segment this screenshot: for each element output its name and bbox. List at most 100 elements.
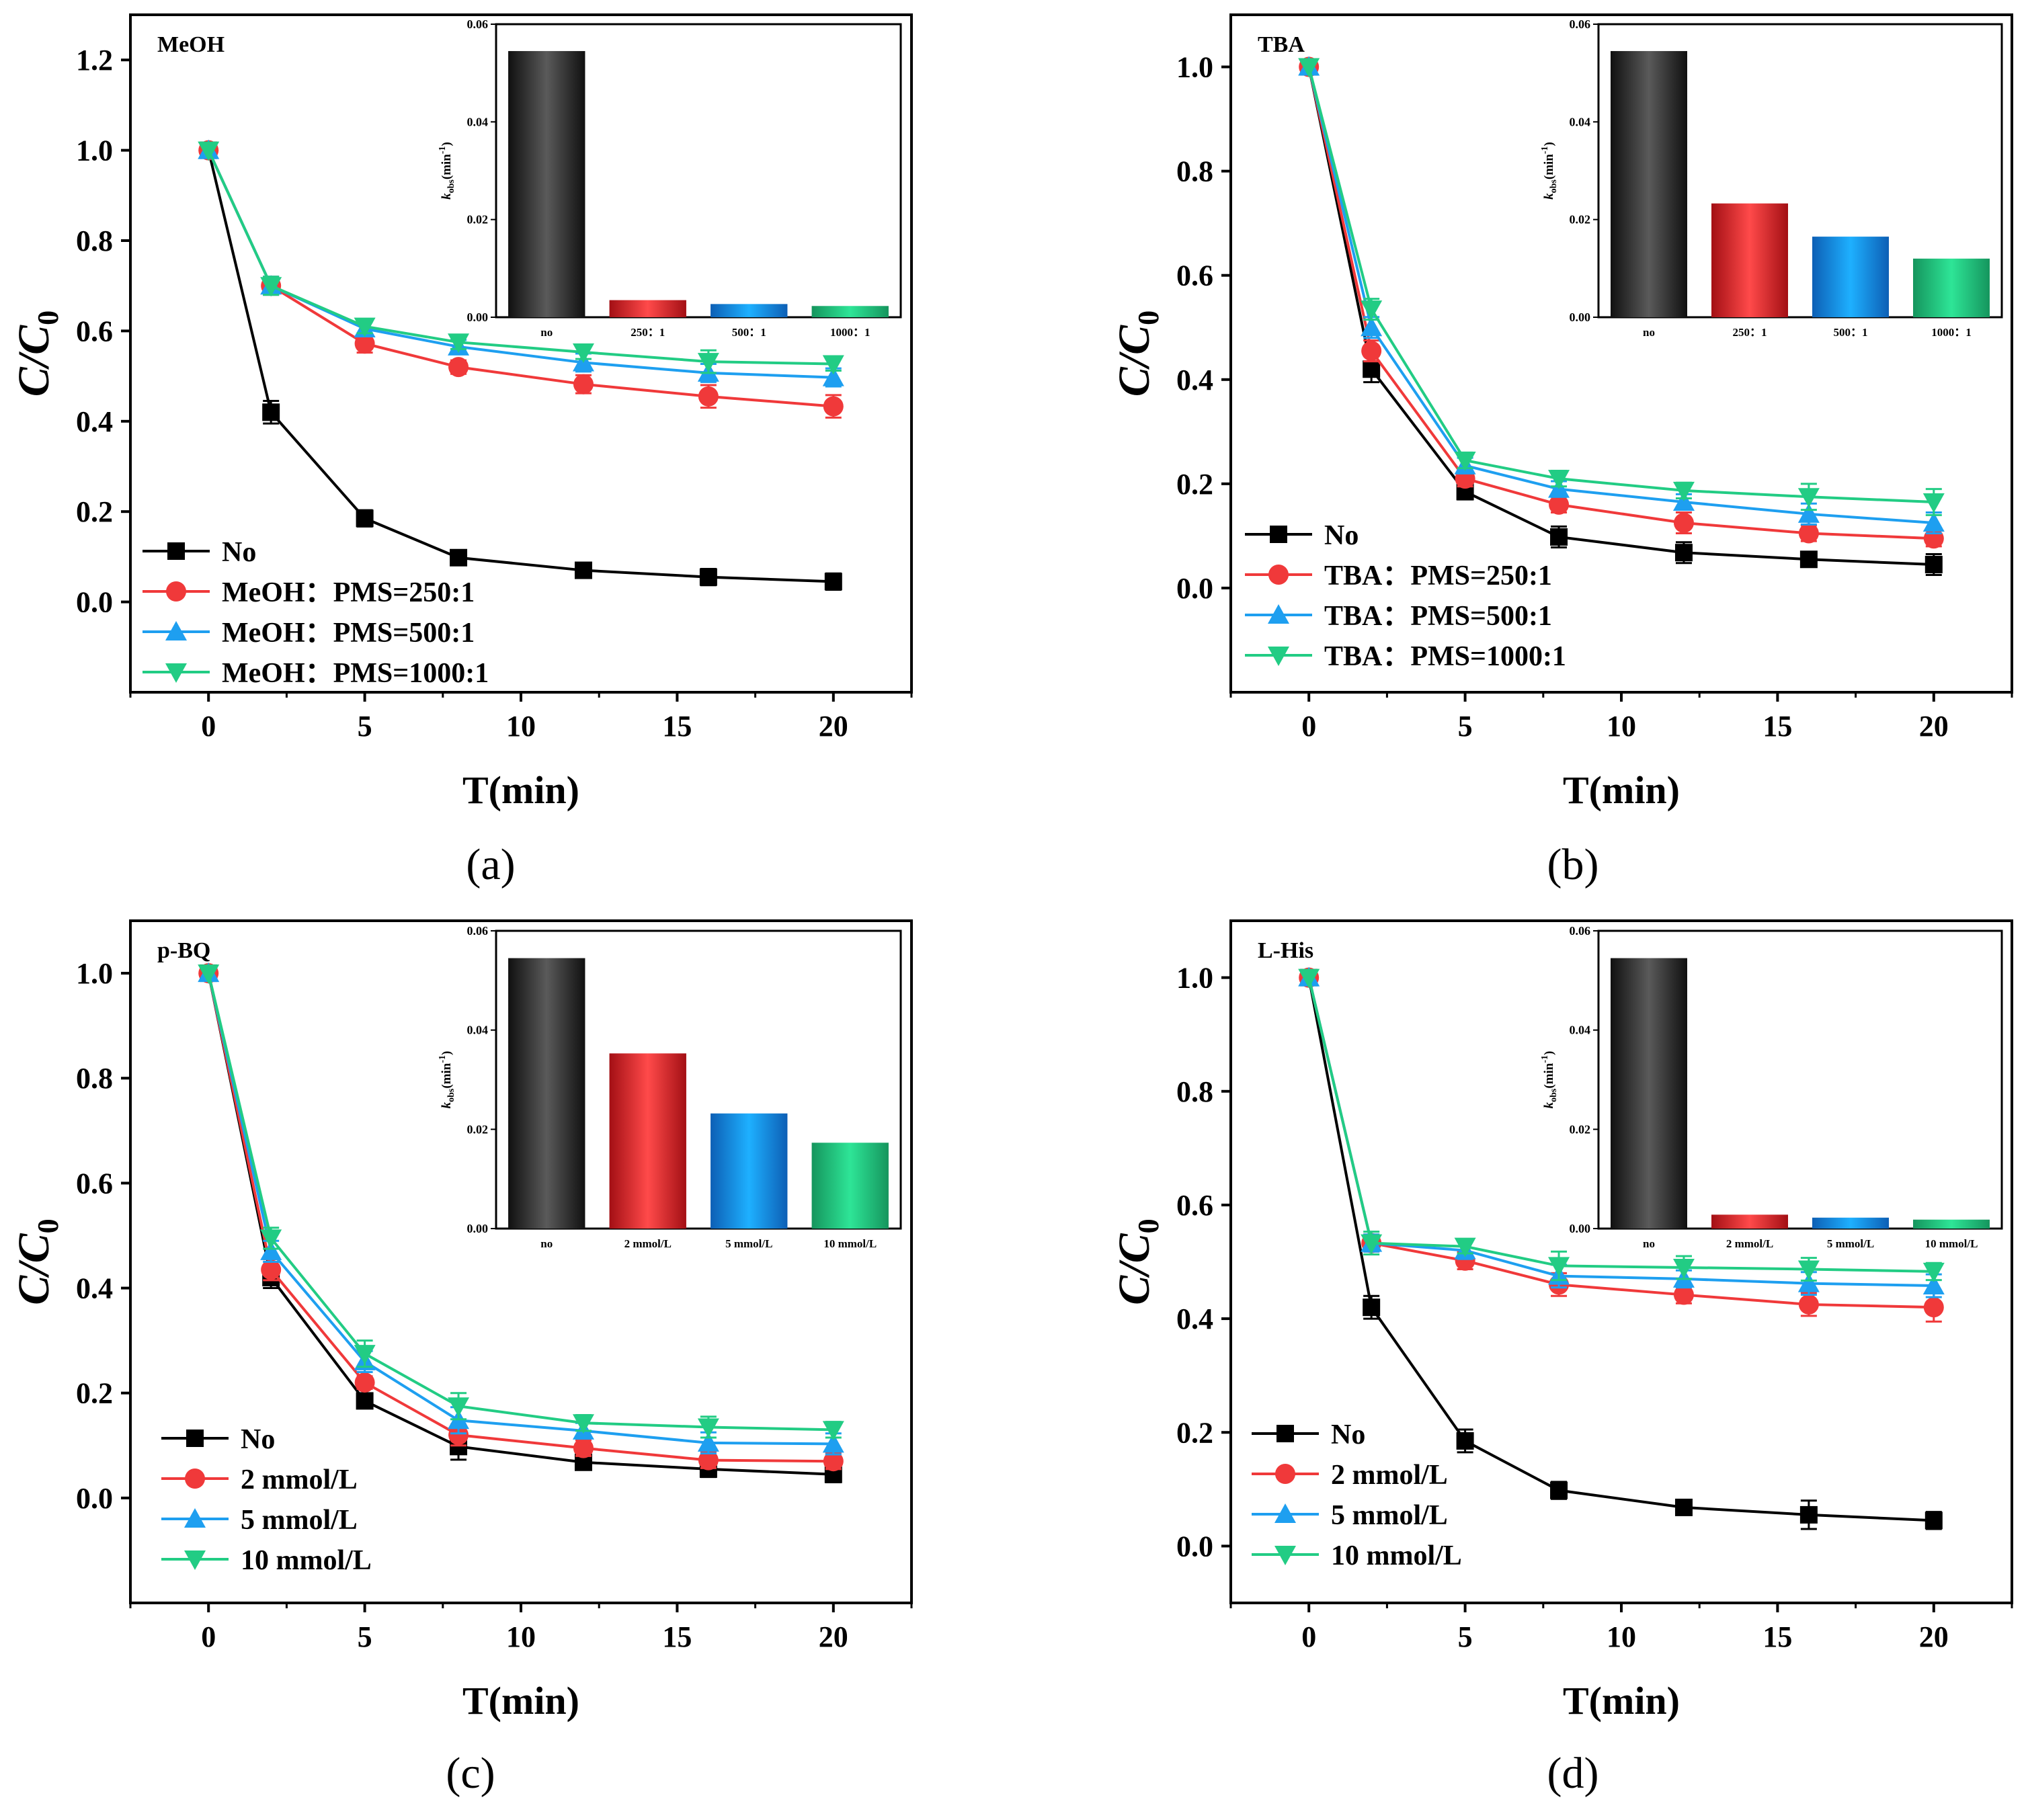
legend-entry: TBA：PMS=1000:1 [1324,641,1566,672]
x-tick-label: 5 [358,1620,372,1653]
legend-entry: No [222,537,256,568]
legend-entry: No [241,1424,275,1455]
inset-category-label: 250：1 [631,326,665,339]
data-point [1363,1298,1381,1317]
data-point [354,1372,375,1393]
legend-entry: No [1324,520,1359,551]
y-axis-label: C/C0 [9,311,65,397]
legend-marker [165,663,187,683]
y-tick-label: 0.6 [76,315,113,347]
x-tick-label: 10 [506,1620,536,1653]
y-tick-label: 0.2 [76,495,113,528]
data-point [1454,451,1476,471]
y-tick-label: 0.6 [1176,259,1213,292]
inset-category-label: no [1643,1237,1655,1250]
data-point [260,1240,282,1260]
inset-category-label: 1000：1 [830,326,870,339]
x-tick-label: 10 [1607,710,1636,743]
data-point [822,1421,844,1441]
legend-entry: No [1331,1419,1365,1450]
legend: No 2 mmol/L 5 mmol/L 10 mmol/L [161,1424,372,1576]
legend-entry: TBA：PMS=250:1 [1324,561,1552,591]
legend-marker [1277,1425,1294,1442]
y-tick-label: 1.0 [1176,962,1213,995]
series-s1 [198,963,844,1472]
data-point [1799,550,1818,569]
legend-entry: 5 mmol/L [241,1505,358,1536]
legend-marker [184,1508,206,1528]
series-s3 [1298,58,1945,516]
legend-entry: 10 mmol/L [1331,1540,1462,1571]
legend-marker [166,581,186,602]
inset-bar [1711,1214,1788,1229]
data-point [1548,1257,1570,1277]
data-point [1924,1512,1943,1530]
panel-caption: (b) [1547,840,1599,889]
x-tick-label: 0 [1301,710,1316,743]
inset-bar [711,304,788,317]
legend-entry: MeOH：PMS=500:1 [222,618,475,649]
inset-bar [508,50,585,317]
y-tick-label: 0.0 [1176,1530,1213,1563]
inset-bar-chart: 0.00 0.02 0.04 0.06 no 250：1 500：1 1000：1 kobs(m… [438,17,902,339]
data-point [356,1392,374,1410]
legend-entry: 2 mmol/L [241,1464,358,1495]
data-point [1361,300,1383,321]
inset-y-tick-label: 0.02 [1570,1122,1591,1136]
inset-bar [811,1143,889,1229]
panel-title: TBA [1258,32,1305,57]
data-point [572,343,594,363]
inset-y-tick-label: 0.06 [467,17,489,31]
x-tick-label: 20 [819,1620,848,1653]
legend-marker [165,621,187,640]
inset-bar [711,1113,788,1229]
inset-category-label: 10 mmol/L [823,1237,877,1250]
legend-marker [186,1430,204,1447]
legend-entry: MeOH：PMS=250:1 [222,577,475,608]
data-point [1797,1260,1820,1280]
data-point [1456,1432,1474,1450]
data-point [1549,494,1570,515]
y-tick-label: 0.0 [76,586,113,619]
data-point [1673,513,1694,533]
data-point [822,1433,844,1453]
data-point [1797,488,1820,508]
data-point [1361,1234,1383,1254]
y-axis-label: C/C0 [1110,1218,1165,1305]
series-s3 [198,964,844,1441]
y-tick-label: 0.4 [76,1272,113,1305]
data-point [823,396,844,417]
legend-entry: TBA：PMS=500:1 [1324,601,1552,632]
panel-title: p-BQ [157,938,210,963]
y-tick-label: 1.0 [1176,51,1213,84]
data-point [1361,317,1383,337]
data-point [697,353,719,373]
data-point [1924,556,1943,574]
data-point [1922,1275,1945,1295]
y-tick-label: 0.2 [1176,1416,1213,1449]
panel-caption: (d) [1547,1749,1599,1798]
data-point [448,357,469,378]
x-tick-label: 5 [1458,710,1473,743]
inset-category-label: 500：1 [732,326,766,339]
data-point [1674,544,1693,562]
inset-bar [609,300,686,317]
x-tick-label: 10 [1607,1620,1636,1653]
x-axis-label: T(min) [462,768,579,812]
legend-marker [167,542,185,560]
inset-category-label: no [1643,326,1655,339]
y-tick-label: 0.8 [1176,155,1213,188]
data-point [1797,1272,1820,1292]
inset-y-tick-label: 0.06 [1570,924,1591,938]
series-s3 [198,141,844,375]
inset-bar [1711,203,1788,317]
legend-entry: MeOH：PMS=1000:1 [222,658,489,689]
y-tick-label: 1.0 [76,957,113,990]
data-point [572,1414,594,1434]
data-point [1797,503,1820,523]
inset-category-label: no [540,1237,553,1250]
x-tick-label: 10 [506,710,536,743]
x-tick-label: 15 [662,710,692,743]
inset-y-tick-label: 0.00 [1570,1222,1591,1235]
data-point [574,561,592,579]
